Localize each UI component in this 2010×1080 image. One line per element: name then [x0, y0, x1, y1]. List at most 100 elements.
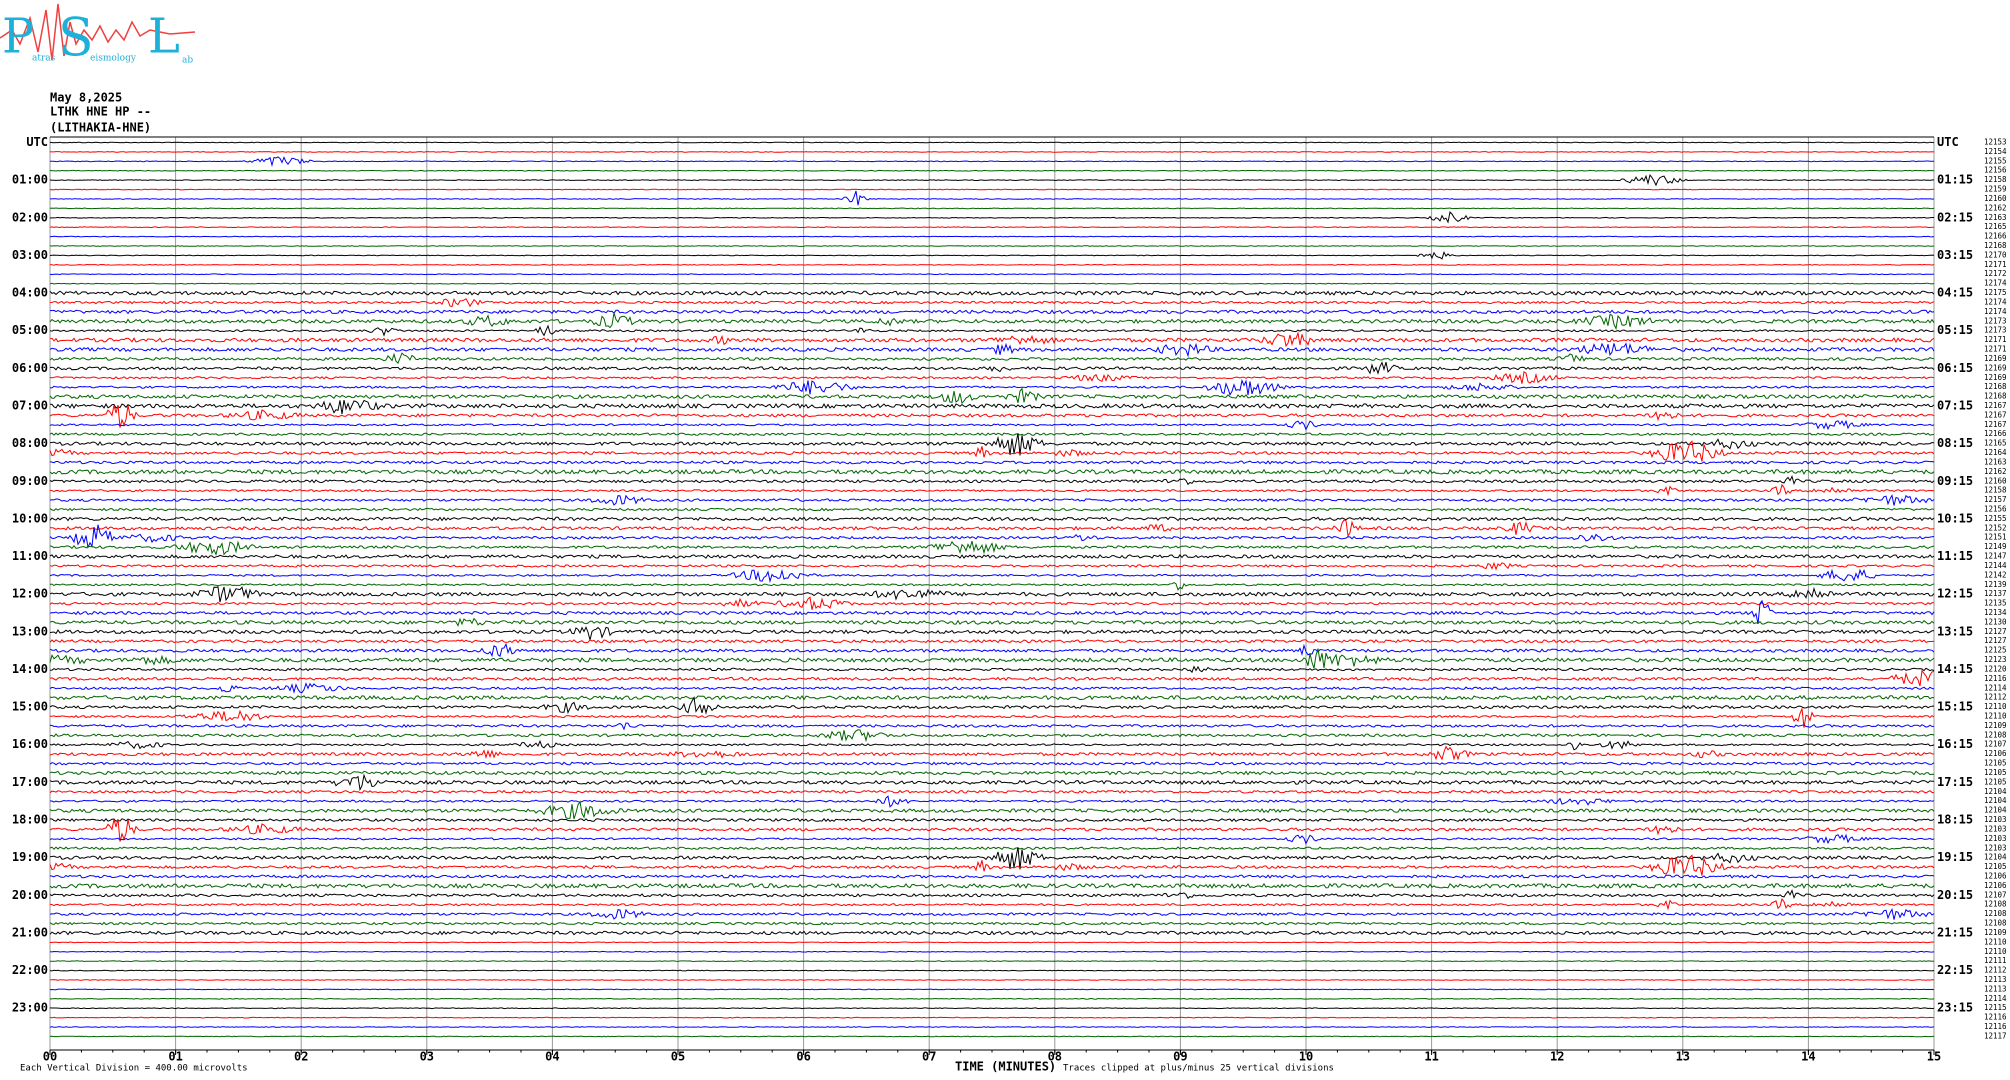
- x-tick-label: 04: [545, 1050, 559, 1064]
- trace-count: 12116: [1984, 1013, 2007, 1022]
- left-time-label: 20:00: [12, 888, 48, 902]
- logo-word: eismology: [90, 54, 137, 64]
- right-time-label: 14:15: [1937, 662, 1973, 676]
- trace-count: 12171: [1984, 345, 2007, 354]
- left-time-label: 02:00: [12, 210, 48, 224]
- x-tick-label: 12: [1550, 1050, 1564, 1064]
- trace: [49, 207, 1935, 210]
- trace-count: 12159: [1984, 185, 2007, 194]
- trace-count: 12162: [1984, 467, 2007, 476]
- trace-count: 12156: [1984, 166, 2007, 175]
- trace: [49, 169, 1935, 172]
- trace: [49, 235, 1935, 238]
- trace-count: 12113: [1984, 984, 2007, 993]
- x-tick-label: 11: [1424, 1050, 1438, 1064]
- trace: [49, 665, 1935, 674]
- trace: [49, 950, 1935, 953]
- site: (LITHAKIA-HNE): [50, 121, 151, 135]
- trace-count: 12168: [1984, 241, 2007, 250]
- trace-count: 12147: [1984, 552, 2007, 561]
- trace-count: 12105: [1984, 862, 2007, 871]
- trace-count: 12162: [1984, 203, 2007, 212]
- right-time-label: 19:15: [1937, 850, 1973, 864]
- trace-count: 12142: [1984, 570, 2007, 579]
- trace: [49, 312, 1935, 331]
- trace-count: 12163: [1984, 213, 2007, 222]
- trace: [50, 190, 1935, 206]
- logo-letter: P: [2, 9, 34, 65]
- trace-count: 12166: [1984, 232, 2007, 241]
- x-tick-label: 08: [1048, 1050, 1062, 1064]
- trace-count: 12108: [1984, 909, 2007, 918]
- trace: [49, 648, 1935, 669]
- left-time-label: 16:00: [12, 737, 48, 751]
- left-time-label: 11:00: [12, 549, 48, 563]
- trace: [49, 800, 1935, 820]
- right-time-label: 12:15: [1937, 587, 1973, 601]
- x-tick-label: 09: [1173, 1050, 1187, 1064]
- trace-count: 12116: [1984, 674, 2007, 683]
- trace: [49, 596, 1935, 610]
- trace: [49, 173, 1935, 187]
- trace: [49, 331, 1935, 348]
- trace: [49, 540, 1935, 556]
- trace: [49, 882, 1935, 889]
- right-time-label: 04:15: [1937, 286, 1973, 300]
- trace-count: 12109: [1984, 928, 2007, 937]
- right-time-label: 10:15: [1937, 511, 1973, 525]
- logo-letter: L: [148, 9, 180, 65]
- trace-count: 12164: [1984, 448, 2007, 457]
- trace-count: 12169: [1984, 354, 2007, 363]
- trace-count: 12103: [1984, 834, 2007, 843]
- trace-count: 12106: [1984, 871, 2007, 880]
- trace-count: 12174: [1984, 307, 2007, 316]
- trace-count: 12106: [1984, 749, 2007, 758]
- trace: [49, 370, 1935, 384]
- trace-count: 12168: [1984, 392, 2007, 401]
- left-time-label: 17:00: [12, 775, 48, 789]
- trace-count: 12171: [1984, 260, 2007, 269]
- trace-count: 12160: [1984, 476, 2007, 485]
- trace-count: 12173: [1984, 326, 2007, 335]
- trace-count: 12173: [1984, 316, 2007, 325]
- trace: [49, 897, 1935, 911]
- right-time-label: 05:15: [1937, 323, 1973, 337]
- trace-count: 12153: [1984, 138, 2007, 147]
- trace-count: 12144: [1984, 561, 2007, 570]
- trace: [49, 250, 1935, 260]
- trace-count: 12165: [1984, 439, 2007, 448]
- logo-word: ab: [182, 56, 193, 66]
- trace: [49, 352, 1935, 364]
- left-time-label: 12:00: [12, 587, 48, 601]
- trace-count: 12107: [1984, 890, 2007, 899]
- trace: [49, 960, 1935, 963]
- trace: [49, 519, 1935, 538]
- trace-count: 12158: [1984, 486, 2007, 495]
- right-time-label: 11:15: [1937, 549, 1973, 563]
- left-time-label: 06:00: [12, 361, 48, 375]
- trace-count: 12130: [1984, 617, 2007, 626]
- x-tick-label: 07: [922, 1050, 936, 1064]
- trace: [49, 419, 1935, 431]
- trace: [49, 188, 1935, 191]
- trace: [49, 907, 1935, 920]
- trace: [49, 846, 1935, 851]
- trace: [49, 874, 1935, 879]
- logo-letter: S: [58, 9, 94, 69]
- trace-count: 12172: [1984, 269, 2007, 278]
- trace-count: 12114: [1984, 683, 2007, 692]
- x-tick-label: 01: [168, 1050, 182, 1064]
- trace-count: 12139: [1984, 580, 2007, 589]
- trace-count: 12169: [1984, 363, 2007, 372]
- x-tick-label: 05: [671, 1050, 685, 1064]
- right-time-label: 03:15: [1937, 248, 1973, 262]
- right-time-label: 13:15: [1937, 624, 1973, 638]
- trace-count: 12123: [1984, 655, 2007, 664]
- left-time-label: 08:00: [12, 436, 48, 450]
- trace-count: 12110: [1984, 702, 2007, 711]
- trace-count: 12113: [1984, 975, 2007, 984]
- left-time-label: 14:00: [12, 662, 48, 676]
- trace-count: 12103: [1984, 815, 2007, 824]
- trace-count: 12108: [1984, 919, 2007, 928]
- trace-count: 12169: [1984, 373, 2007, 382]
